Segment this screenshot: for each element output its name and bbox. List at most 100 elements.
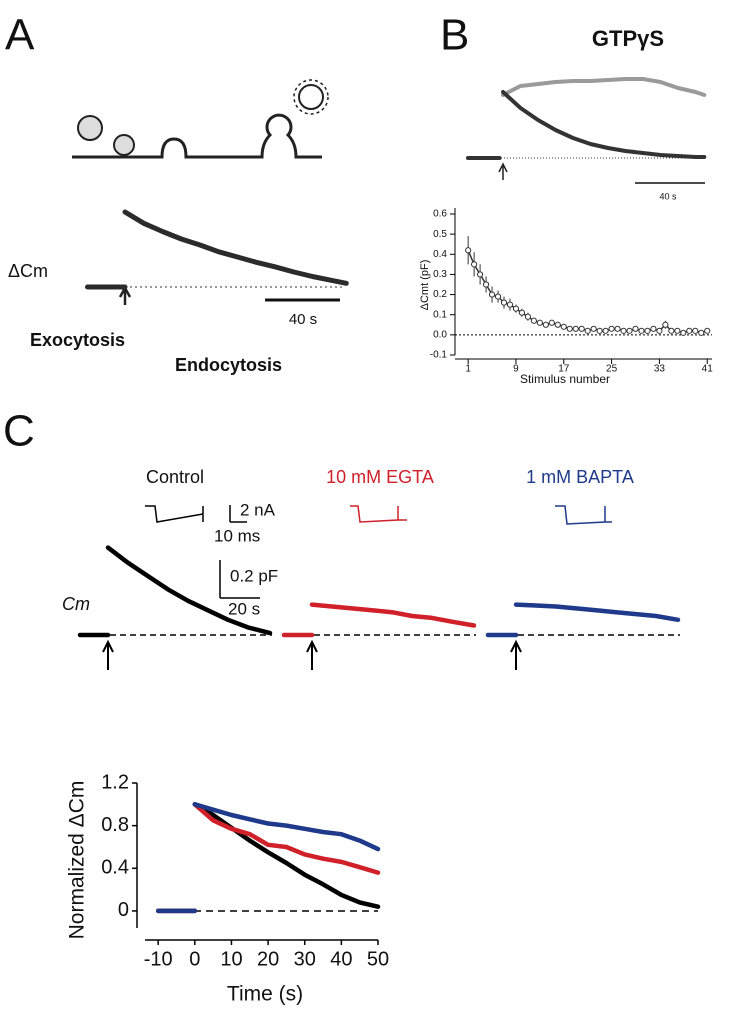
y-label: ΔCmt (pF) (419, 260, 431, 311)
legend-label: 10 mM EGTA (326, 467, 434, 487)
vesicle-diagram (72, 79, 329, 159)
x-tick-label: 0 (189, 948, 200, 970)
scale-label: 40 s (659, 191, 677, 201)
y-tick-label: 0.5 (433, 229, 447, 240)
point (674, 327, 681, 334)
point (620, 327, 627, 334)
fit-line (467, 250, 708, 334)
point (632, 325, 639, 332)
annotation: Exocytosis (30, 330, 125, 350)
x-tick-label: 41 (702, 364, 714, 375)
point (512, 305, 520, 312)
point (572, 325, 579, 332)
x-tick-label: -10 (144, 948, 173, 970)
trace (501, 77, 707, 97)
point (596, 327, 603, 334)
x-tick-label: 1 (465, 364, 471, 375)
point (644, 327, 651, 334)
scale-label: 10 ms (214, 526, 260, 545)
x-tick-label: 30 (294, 948, 316, 970)
trace (155, 802, 381, 914)
panel-label: C (3, 407, 35, 456)
panel-label: B (440, 11, 469, 60)
point (494, 293, 502, 300)
y-label: ΔCm (8, 261, 48, 281)
point (686, 327, 693, 334)
arrow (498, 162, 508, 180)
annotation: Endocytosis (175, 355, 282, 375)
point (554, 321, 561, 328)
point (518, 309, 526, 316)
point (608, 325, 615, 332)
y-tick-label: -0.1 (430, 350, 448, 361)
point (650, 325, 657, 332)
current-trace (555, 505, 612, 525)
x-label: Stimulus number (520, 372, 610, 386)
y-tick-label: 1.2 (101, 771, 129, 793)
y-tick-label: 0.4 (433, 249, 447, 260)
trace (155, 802, 381, 914)
arrow (118, 285, 132, 305)
y-tick-label: 0.4 (101, 857, 129, 879)
point (524, 313, 532, 320)
point (602, 327, 609, 334)
y-tick-label: 0.2 (433, 289, 447, 300)
trace (77, 545, 273, 638)
point (656, 327, 663, 334)
point (477, 271, 484, 278)
arrows (102, 639, 522, 670)
y-tick-label: 0.6 (433, 209, 447, 220)
scale-label: 2 nA (240, 500, 276, 519)
point (626, 327, 633, 334)
scale-label: 20 s (228, 599, 260, 618)
point (614, 325, 621, 332)
point (668, 327, 675, 334)
scale-label: 40 s (289, 311, 317, 328)
x-tick-label: 9 (513, 364, 519, 375)
x-tick-label: 50 (367, 948, 389, 970)
x-tick-label: 20 (257, 948, 279, 970)
point (638, 327, 645, 334)
point (506, 301, 514, 308)
y-tick-label: 0.3 (433, 269, 447, 280)
y-label: Normalized ΔCm (66, 781, 89, 940)
x-tick-label: 25 (606, 364, 618, 375)
point (584, 327, 591, 334)
point (471, 261, 478, 268)
trace (466, 90, 707, 160)
point (704, 327, 711, 334)
legend-label: Control (146, 467, 204, 487)
point (465, 247, 472, 254)
point (590, 325, 597, 332)
y-tick-label: 0.8 (101, 814, 129, 836)
trace (485, 602, 681, 638)
x-tick-label: 10 (220, 948, 242, 970)
scale-label: 0.2 pF (230, 566, 278, 585)
point (500, 299, 508, 306)
point (482, 281, 490, 288)
current-trace (350, 505, 407, 523)
y-tick-label: 0 (118, 899, 129, 921)
trace (281, 602, 477, 638)
y-tick-label: 0.1 (433, 309, 447, 320)
x-tick-label: 33 (654, 364, 666, 375)
point (692, 327, 699, 334)
point (536, 319, 543, 326)
trace (85, 209, 349, 290)
x-tick-label: 17 (558, 364, 570, 375)
x-tick-label: 40 (330, 948, 352, 970)
point (680, 329, 687, 336)
current-trace (145, 505, 204, 523)
point (548, 319, 555, 326)
chart-title: GTPγS (592, 26, 664, 51)
legend-label: 1 mM BAPTA (526, 467, 634, 487)
point (566, 325, 573, 332)
y-tick-label: 0.0 (433, 329, 447, 340)
y-label: Cm (62, 594, 90, 614)
point (542, 321, 549, 328)
point (662, 321, 669, 328)
point (560, 323, 567, 330)
panel-label: A (5, 11, 35, 60)
point (530, 317, 537, 324)
